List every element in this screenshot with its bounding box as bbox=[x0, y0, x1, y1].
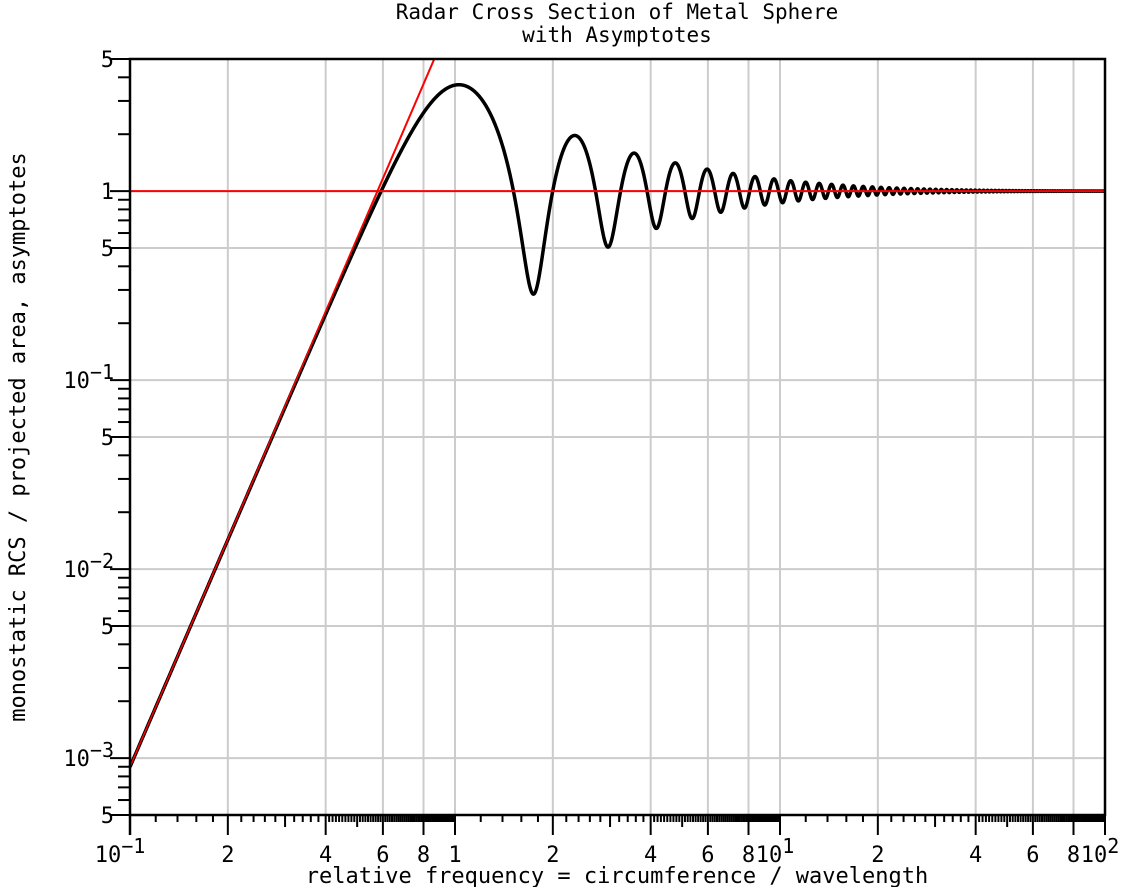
y-axis-label: monostatic RCS / projected area, asympto… bbox=[6, 152, 31, 722]
y-tick-label: 10−3 bbox=[63, 738, 114, 772]
chart-title-line-1: Radar Cross Section of Metal Sphere bbox=[396, 0, 839, 24]
x-tick-label: 2 bbox=[871, 843, 884, 868]
x-tick-label: 101 bbox=[756, 834, 795, 868]
x-tick-label: 6 bbox=[701, 843, 714, 868]
x-tick-label: 10−1 bbox=[95, 834, 146, 868]
x-tick-label: 6 bbox=[376, 843, 389, 868]
x-tick-label: 2 bbox=[221, 843, 234, 868]
y-tick-label: 5 bbox=[101, 804, 114, 829]
y-tick-label: 5 bbox=[101, 615, 114, 640]
y-tick-label: 5 bbox=[101, 48, 114, 73]
axis-ticks bbox=[110, 58, 1106, 835]
x-tick-label: 8 bbox=[742, 843, 755, 868]
x-axis-label: relative frequency = circumference / wav… bbox=[306, 864, 929, 887]
grid-lines bbox=[130, 59, 1105, 815]
x-tick-label: 102 bbox=[1081, 834, 1120, 868]
x-tick-label: 6 bbox=[1026, 843, 1039, 868]
x-tick-label: 1 bbox=[448, 843, 461, 868]
x-tick-label: 4 bbox=[969, 843, 982, 868]
y-tick-label: 10−2 bbox=[63, 549, 114, 583]
chart-title-line-2: with Asymptotes bbox=[522, 23, 712, 47]
x-tick-label: 8 bbox=[417, 843, 430, 868]
y-tick-label: 5 bbox=[101, 237, 114, 262]
x-tick-label: 2 bbox=[546, 843, 559, 868]
y-tick-label: 5 bbox=[101, 426, 114, 451]
y-tick-label: 1 bbox=[101, 180, 114, 205]
x-tick-label: 4 bbox=[319, 843, 332, 868]
x-tick-label: 4 bbox=[644, 843, 657, 868]
tick-labels: 10−1 2 4 6 8 1 2 4 6 8 101 2 4 6 8 10251510−1510−2510−3… bbox=[63, 48, 1119, 868]
plot-curves bbox=[128, 58, 1107, 769]
x-tick-label: 8 bbox=[1067, 843, 1080, 868]
y-tick-label: 10−1 bbox=[63, 360, 114, 394]
rayleigh-asymptote-overlay bbox=[129, 58, 435, 768]
